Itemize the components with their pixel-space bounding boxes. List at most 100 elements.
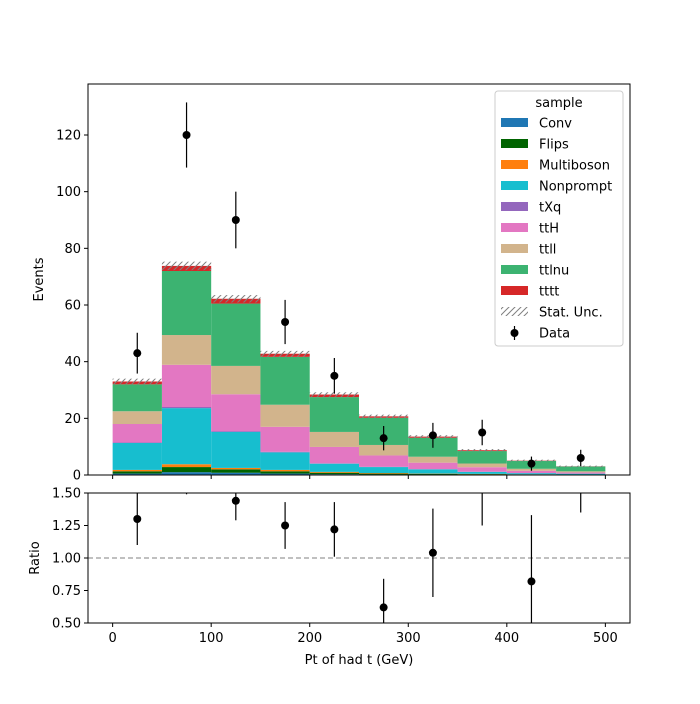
legend-swatch-tth — [501, 223, 528, 232]
bar-tth-4 — [310, 447, 359, 463]
legend-swatch-tttt — [501, 286, 528, 295]
ratio-xtick-label-0: 0 — [108, 631, 116, 646]
bar-tth-9 — [556, 472, 605, 473]
main-ytick-label-4: 80 — [64, 242, 81, 257]
legend-data-marker — [511, 329, 519, 337]
bar-tth-1 — [162, 365, 211, 407]
main-ytick-label-3: 60 — [64, 299, 81, 314]
legend-label-conv: Conv — [539, 117, 572, 132]
data-point-9 — [577, 454, 585, 462]
bar-ttll-6 — [408, 457, 457, 463]
bar-ttlnu-3 — [260, 357, 309, 405]
stat-unc-3 — [260, 351, 309, 357]
data-point-7 — [478, 429, 486, 437]
ratio-point-5 — [380, 603, 388, 611]
bar-txq-3 — [260, 452, 309, 453]
legend-swatch-nonprompt — [501, 181, 528, 190]
ratio-point-2 — [232, 497, 240, 505]
data-point-5 — [380, 434, 388, 442]
ratio-point-4 — [330, 525, 338, 533]
ratio-xtick-label-3: 300 — [396, 631, 421, 646]
ratio-xlabel: Pt of had t (GeV) — [305, 653, 414, 668]
data-point-3 — [281, 318, 289, 326]
legend-label-stat-unc: Stat. Unc. — [539, 306, 603, 321]
main-ytick-label-5: 100 — [56, 185, 81, 200]
bar-multiboson-2 — [211, 468, 260, 469]
data-point-4 — [330, 372, 338, 380]
bar-ttlnu-2 — [211, 304, 260, 366]
ratio-ytick-label-2: 1.00 — [52, 552, 81, 567]
legend-label-ttll: ttll — [539, 243, 556, 258]
legend-swatch-ttll — [501, 244, 528, 253]
bar-flips-0 — [113, 471, 162, 473]
bar-nonprompt-3 — [260, 452, 309, 470]
legend: sampleConvFlipsMultibosonNonprompttXqttH… — [495, 91, 623, 346]
bar-ttll-4 — [310, 432, 359, 447]
stat-unc-7 — [458, 449, 507, 451]
legend-swatch-conv — [501, 118, 528, 127]
ratio-point-1 — [183, 477, 191, 485]
ratio-xtick-label-5: 500 — [593, 631, 618, 646]
bar-ttlnu-4 — [310, 397, 359, 432]
legend-title: sample — [535, 96, 582, 111]
legend-label-data: Data — [539, 327, 570, 342]
bar-multiboson-5 — [359, 473, 408, 474]
legend-label-tttt: tttt — [539, 285, 559, 300]
legend-label-flips: Flips — [539, 138, 569, 153]
bar-flips-4 — [310, 473, 359, 474]
bar-nonprompt-5 — [359, 467, 408, 473]
stat-unc-1 — [162, 262, 211, 271]
bar-ttll-7 — [458, 464, 507, 468]
main-ylabel: Events — [32, 257, 47, 301]
bar-tth-6 — [408, 463, 457, 470]
legend-label-nonprompt: Nonprompt — [539, 180, 612, 195]
ratio-ytick-label-0: 0.50 — [52, 617, 81, 632]
bar-nonprompt-8 — [507, 473, 556, 474]
ratio-point-8 — [527, 577, 535, 585]
ratio-xtick-label-1: 100 — [199, 631, 224, 646]
ratio-xtick-label-2: 200 — [297, 631, 322, 646]
data-point-8 — [527, 460, 535, 468]
main-ytick-label-2: 40 — [64, 355, 81, 370]
legend-swatch-txq — [501, 202, 528, 211]
ratio-ylabel: Ratio — [28, 541, 43, 574]
ratio-point-0 — [133, 515, 141, 523]
main-ytick-label-1: 20 — [64, 412, 81, 427]
bar-txq-0 — [113, 442, 162, 443]
bar-ttlnu-1 — [162, 271, 211, 335]
ratio-ytick-label-4: 1.50 — [52, 487, 81, 502]
main-ytick-label-6: 120 — [56, 129, 81, 144]
legend-swatch-multiboson — [501, 160, 528, 169]
bar-ttlnu-0 — [113, 384, 162, 411]
bar-multiboson-3 — [260, 470, 309, 471]
bar-flips-2 — [211, 469, 260, 472]
data-point-1 — [183, 131, 191, 139]
bar-tth-5 — [359, 455, 408, 466]
bar-ttlnu-7 — [458, 451, 507, 463]
bar-nonprompt-6 — [408, 469, 457, 473]
legend-swatch-stat-unc — [501, 307, 528, 316]
bar-nonprompt-9 — [556, 474, 605, 475]
bar-nonprompt-0 — [113, 443, 162, 470]
stat-unc-2 — [211, 295, 260, 302]
bar-ttll-9 — [556, 471, 605, 472]
bar-multiboson-1 — [162, 464, 211, 467]
bar-multiboson-4 — [310, 472, 359, 473]
stat-unc-0 — [113, 379, 162, 385]
bar-ttll-1 — [162, 335, 211, 365]
bar-nonprompt-4 — [310, 464, 359, 472]
bar-multiboson-0 — [113, 470, 162, 471]
ratio-ytick-label-3: 1.25 — [52, 519, 81, 534]
bar-ttll-2 — [211, 366, 260, 394]
ratio-point-9 — [577, 411, 585, 419]
bar-nonprompt-1 — [162, 408, 211, 464]
bar-tth-3 — [260, 427, 309, 452]
bar-tth-2 — [211, 394, 260, 431]
legend-label-txq: tXq — [539, 201, 561, 216]
data-point-0 — [133, 349, 141, 357]
bar-tth-0 — [113, 424, 162, 442]
bar-flips-5 — [359, 474, 408, 475]
